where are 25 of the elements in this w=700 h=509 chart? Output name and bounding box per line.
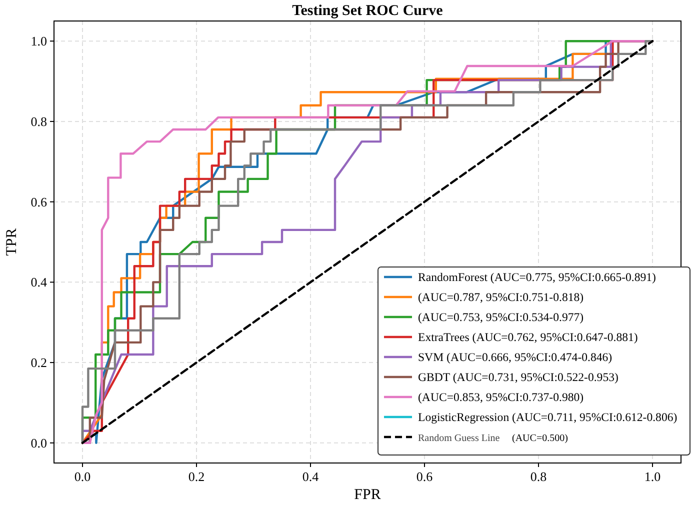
x-tick-label: 0.0 [74,469,91,484]
y-tick-label: 0.4 [30,274,48,290]
legend-label: (AUC=0.753, 95%CI:0.534-0.977) [418,310,584,324]
chart-title: Testing Set ROC Curve [292,3,444,19]
x-tick-label: 0.8 [530,469,547,484]
y-tick-label: 0.6 [30,194,48,210]
legend-label: LogisticRegression (AUC=0.711, 95%CI:0.612-0.806) [418,410,678,424]
x-axis-title: FPR [354,487,381,503]
legend-label: (AUC=0.787, 95%CI:0.751-0.818) [418,290,584,304]
legend-label: RandomForest (AUC=0.775, 95%CI:0.665-0.891) [418,270,656,284]
y-tick-label: 0.2 [30,355,47,370]
legend-label: Random Guess Line [418,433,500,444]
y-tick-label: 0.0 [30,435,47,450]
x-tick-label: 0.6 [416,469,434,484]
legend-label: (AUC=0.853, 95%CI:0.737-0.980) [418,390,584,404]
annotation: (AUC=0.500) [512,433,568,444]
x-tick-label: 0.4 [302,469,320,484]
y-tick-label: 0.8 [30,114,47,129]
legend-label: ExtraTrees (AUC=0.762, 95%CI:0.647-0.881) [418,330,638,344]
legend-label: SVM (AUC=0.666, 95%CI:0.474-0.846) [418,350,612,364]
y-axis-title: TPR [4,228,20,256]
x-tick-label: 0.2 [188,469,205,484]
legend-label: GBDT (AUC=0.731, 95%CI:0.522-0.953) [418,370,618,384]
y-tick-label: 1.0 [30,34,47,49]
x-tick-label: 1.0 [644,469,661,484]
